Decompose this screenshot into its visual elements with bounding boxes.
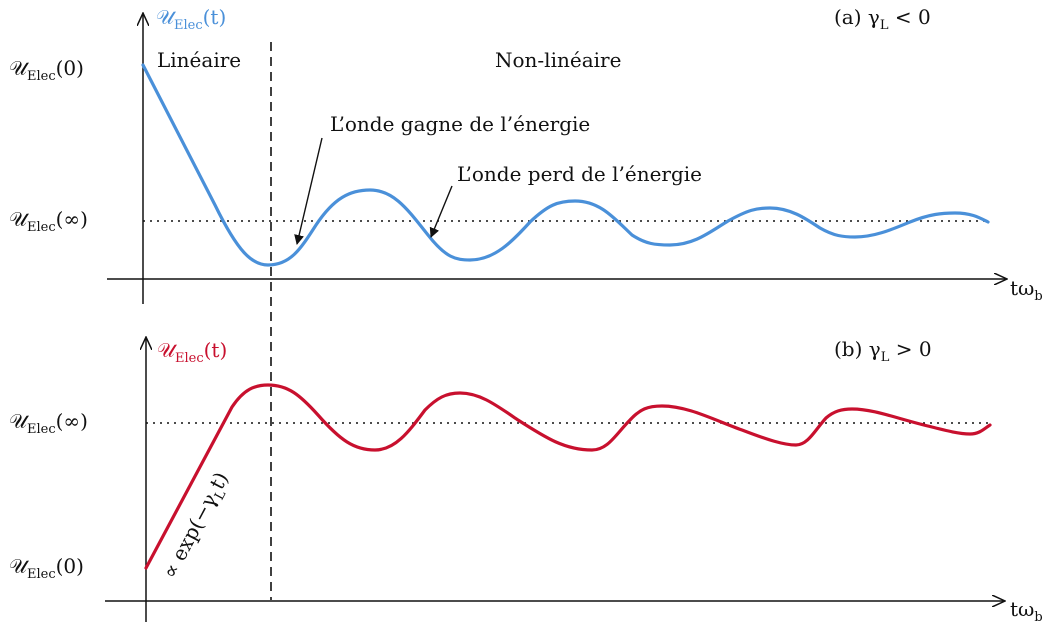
panel-b-energy-curve — [144, 383, 992, 570]
annotation-gain-arrow — [294, 137, 323, 245]
region-nonlinear-label: Non-linéaire — [495, 48, 621, 72]
panel-a-ylabel: 𝒰Elec(t) — [156, 5, 226, 33]
annotation-gain-text: L’onde gagne de l’énergie — [330, 112, 590, 136]
panel-a-case-label: (a) γL < 0 — [834, 5, 931, 33]
panel-a-xlabel: tωb — [1010, 276, 1043, 304]
panel-b-xlabel: tωb — [1010, 597, 1043, 625]
panel-b-ylabel: 𝒰Elec(t) — [157, 338, 227, 366]
panel-b-tick-initial: 𝒰Elec(0) — [9, 554, 84, 582]
panel-a-tick-initial: 𝒰Elec(0) — [9, 56, 84, 84]
annotation-loss-arrow — [429, 185, 453, 238]
panel-a-tick-infinity: 𝒰Elec(∞) — [9, 207, 88, 235]
panel-b: 𝒰Elec(t) (b) γL > 0 𝒰Elec(∞) 𝒰Elec(0) ∝ … — [9, 337, 1043, 625]
annotation-loss-text: L’onde perd de l’énergie — [457, 162, 702, 186]
panel-b-tick-infinity: 𝒰Elec(∞) — [9, 409, 88, 437]
panel-a-energy-curve — [141, 63, 990, 267]
region-linear-label: Linéaire — [157, 48, 241, 72]
panel-b-case-label: (b) γL > 0 — [834, 337, 932, 365]
panel-a: 𝒰Elec(t) (a) γL < 0 𝒰Elec(0) 𝒰Elec(∞) Li… — [9, 5, 1043, 304]
